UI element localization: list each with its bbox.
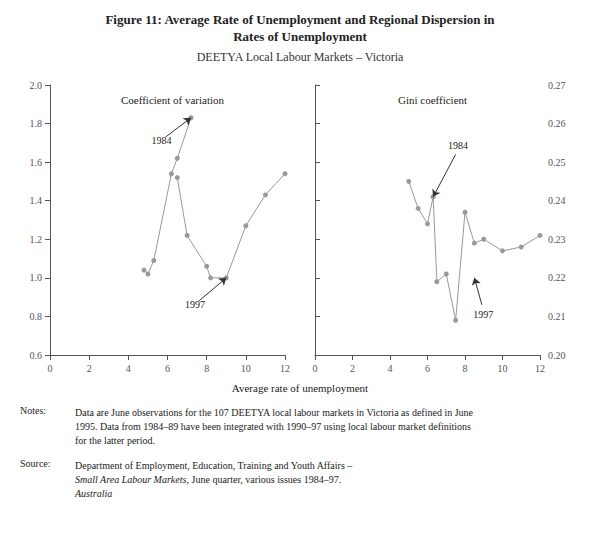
svg-text:1.4: 1.4 (30, 195, 43, 206)
svg-text:0.6: 0.6 (30, 350, 43, 361)
svg-text:0.22: 0.22 (548, 272, 566, 283)
svg-text:2: 2 (350, 363, 355, 374)
svg-text:0.20: 0.20 (548, 350, 566, 361)
svg-text:Average rate of unemployment: Average rate of unemployment (232, 382, 368, 394)
svg-text:1995. Data from 1984–89 have b: 1995. Data from 1984–89 have been integr… (75, 421, 471, 432)
svg-text:1.0: 1.0 (30, 272, 43, 283)
svg-text:0.26: 0.26 (548, 118, 566, 129)
svg-text:Rates of Unemployment: Rates of Unemployment (233, 29, 367, 44)
svg-text:12: 12 (280, 363, 290, 374)
svg-text:0.8: 0.8 (30, 311, 43, 322)
svg-text:Small Area Labour Markets: Small Area Labour Markets (75, 474, 186, 485)
svg-text:1.2: 1.2 (30, 234, 43, 245)
svg-text:2.0: 2.0 (30, 80, 43, 91)
svg-text:4: 4 (388, 363, 393, 374)
svg-text:1984: 1984 (448, 140, 468, 151)
svg-text:2: 2 (87, 363, 92, 374)
svg-text:4: 4 (126, 363, 131, 374)
svg-text:8: 8 (204, 363, 209, 374)
svg-text:1997: 1997 (185, 299, 205, 310)
svg-text:12: 12 (535, 363, 545, 374)
svg-text:Notes:: Notes: (20, 405, 46, 416)
svg-text:1984: 1984 (152, 135, 172, 146)
svg-text:6: 6 (165, 363, 170, 374)
svg-text:1.8: 1.8 (30, 118, 43, 129)
svg-text:Source:: Source: (20, 458, 51, 469)
svg-text:0: 0 (48, 363, 53, 374)
svg-text:Department of Employment, Educ: Department of Employment, Education, Tra… (75, 460, 355, 471)
svg-text:1.6: 1.6 (30, 157, 43, 168)
svg-text:Data are June observations for: Data are June observations for the 107 D… (75, 407, 474, 418)
svg-text:10: 10 (498, 363, 508, 374)
svg-text:Gini coefficient: Gini coefficient (398, 94, 467, 106)
svg-text:0.21: 0.21 (548, 311, 566, 322)
svg-text:0: 0 (313, 363, 318, 374)
svg-text:, June quarter, various issues: , June quarter, various issues 1984–97. (187, 474, 342, 485)
svg-text:Figure 11: Average Rate of Une: Figure 11: Average Rate of Unemployment … (105, 12, 495, 27)
svg-text:Coefficient of variation: Coefficient of variation (121, 94, 225, 106)
svg-text:0.23: 0.23 (548, 234, 566, 245)
svg-text:6: 6 (425, 363, 430, 374)
svg-text:0.27: 0.27 (548, 80, 566, 91)
svg-text:0.24: 0.24 (548, 195, 566, 206)
svg-text:0.25: 0.25 (548, 157, 566, 168)
svg-text:10: 10 (241, 363, 251, 374)
svg-text:1997: 1997 (473, 309, 493, 320)
svg-text:Australia: Australia (74, 488, 112, 499)
svg-text:DEETYA Local Labour Markets –: DEETYA Local Labour Markets – Victoria (197, 50, 404, 64)
svg-text:8: 8 (463, 363, 468, 374)
svg-text:for the latter period.: for the latter period. (75, 435, 155, 446)
